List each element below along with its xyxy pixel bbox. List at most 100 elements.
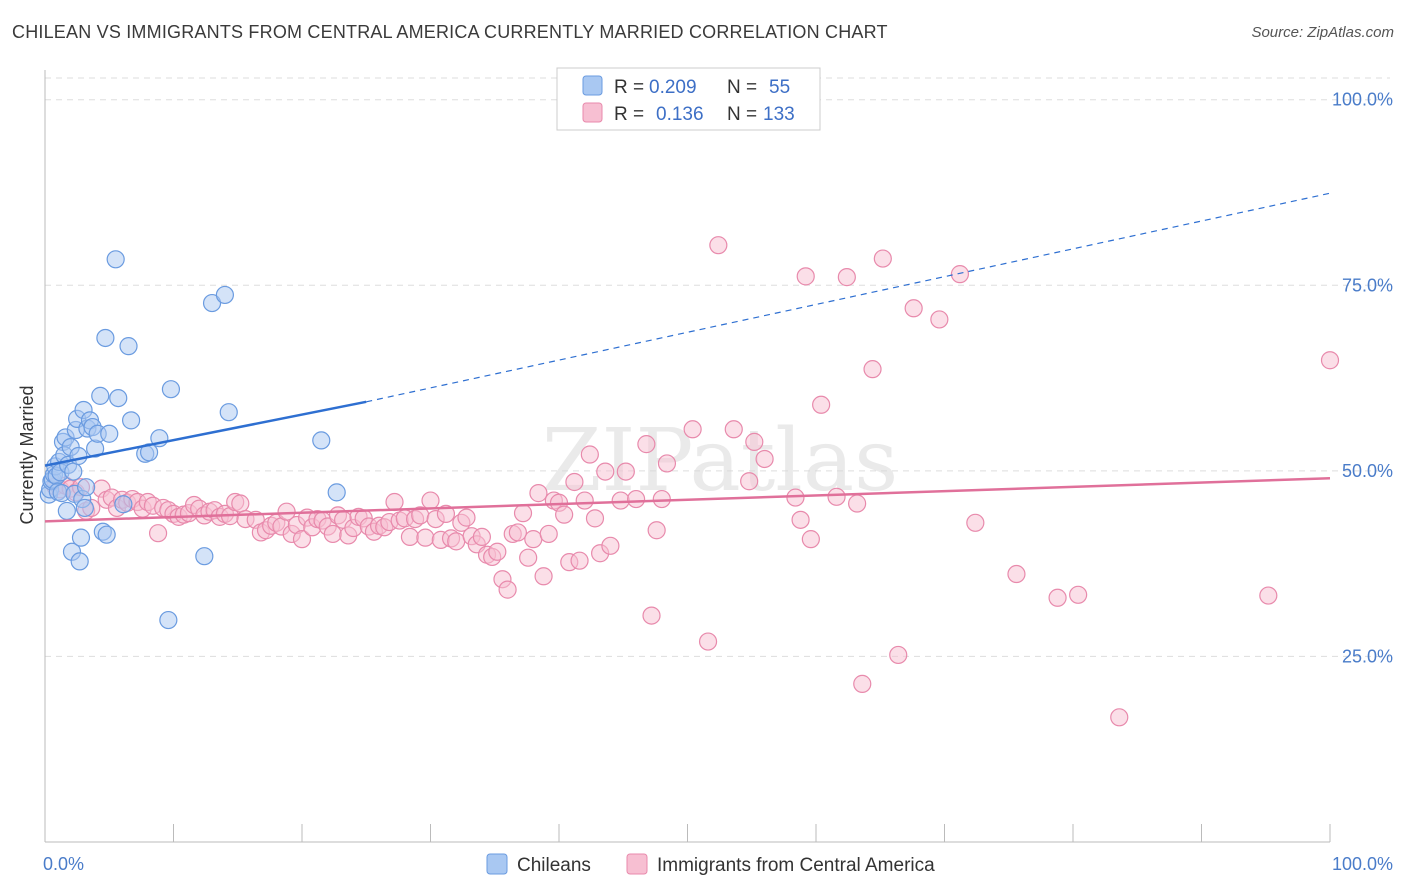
data-point-immigrants — [1069, 585, 1088, 604]
data-point-immigrants — [436, 504, 456, 524]
data-point-immigrants — [1259, 586, 1278, 605]
data-point-immigrants — [488, 542, 507, 561]
data-point-immigrants — [930, 310, 949, 329]
data-point-immigrants — [755, 449, 774, 469]
data-point-immigrants — [447, 532, 466, 551]
data-point-chileans — [219, 403, 238, 422]
data-point-immigrants — [580, 445, 599, 464]
legend-n-label: N = — [727, 104, 757, 125]
chart-source: Source: ZipAtlas.com — [1251, 24, 1394, 41]
data-point-immigrants — [626, 489, 646, 509]
data-point-chileans — [121, 411, 141, 430]
legend-label-chileans: Chileans — [517, 855, 591, 876]
series-legend: Chileans Immigrants from Central America — [486, 853, 935, 876]
x-tick-label: 100.0% — [1332, 854, 1393, 874]
data-point-chileans — [96, 328, 115, 348]
legend-n-value: 55 — [769, 77, 790, 98]
data-point-immigrants — [539, 524, 558, 544]
data-point-immigrants — [853, 674, 872, 693]
data-point-immigrants — [740, 472, 759, 491]
legend-r-label: R = — [614, 77, 644, 98]
data-point-immigrants — [524, 530, 543, 549]
data-point-immigrants — [519, 548, 538, 567]
legend-label-immigrants: Immigrants from Central America — [657, 855, 935, 876]
axes — [44, 70, 1331, 843]
data-point-immigrants — [709, 236, 728, 255]
legend-swatch-chileans — [582, 75, 603, 96]
data-point-immigrants — [1048, 588, 1067, 607]
trend-line-chileans — [44, 400, 367, 467]
grid-lines — [45, 77, 1390, 657]
legend-n-value: 133 — [763, 104, 795, 125]
data-point-immigrants — [529, 484, 548, 503]
data-point-chileans — [77, 478, 96, 497]
data-point-immigrants — [277, 502, 296, 521]
stats-legend: R = 0.209 N = 55 R = 0.136 N = 133 — [556, 67, 821, 131]
data-point-immigrants — [652, 489, 671, 509]
data-point-immigrants — [1320, 351, 1340, 370]
data-point-immigrants — [508, 523, 527, 542]
data-point-chileans — [71, 528, 91, 547]
data-point-immigrants — [637, 435, 656, 454]
data-point-immigrants — [827, 487, 846, 506]
data-point-immigrants — [683, 420, 702, 439]
x-tick-label: 0.0% — [43, 854, 84, 874]
data-point-immigrants — [231, 494, 250, 513]
x-tick-labels: 0.0% 100.0% — [43, 854, 1393, 874]
data-point-immigrants — [837, 268, 856, 287]
data-point-chileans — [100, 424, 119, 443]
data-point-immigrants — [555, 505, 574, 524]
data-point-immigrants — [698, 632, 718, 651]
data-point-immigrants — [596, 462, 615, 481]
data-point-chileans — [97, 525, 116, 544]
data-point-immigrants — [1110, 708, 1129, 727]
data-point-chileans — [114, 495, 133, 514]
data-point-immigrants — [385, 492, 404, 512]
data-point-chileans — [70, 552, 89, 571]
data-point-immigrants — [400, 527, 420, 547]
legend-swatch-immigrants — [626, 853, 648, 875]
data-point-immigrants — [585, 509, 605, 528]
legend-r-value: 0.209 — [649, 77, 697, 98]
legend-r-label: R = — [614, 104, 644, 125]
data-point-immigrants — [647, 521, 666, 540]
data-point-immigrants — [848, 494, 867, 513]
data-point-chileans — [161, 380, 181, 399]
trend-line-immigrants — [44, 477, 1331, 523]
series-chileans-points — [39, 250, 346, 630]
data-point-immigrants — [611, 491, 630, 510]
data-point-chileans — [159, 610, 178, 630]
data-point-immigrants — [657, 454, 677, 473]
data-point-chileans — [119, 337, 138, 356]
data-point-chileans — [195, 547, 214, 566]
data-point-immigrants — [966, 513, 985, 532]
y-tick-label: 100.0% — [1332, 90, 1393, 110]
y-tick-label: 25.0% — [1342, 646, 1393, 666]
data-point-immigrants — [148, 524, 168, 543]
data-point-immigrants — [292, 530, 312, 549]
legend-r-value: 0.136 — [656, 104, 704, 125]
legend-swatch-chileans — [486, 853, 508, 875]
data-point-immigrants — [421, 491, 440, 510]
data-point-immigrants — [616, 462, 635, 481]
data-point-immigrants — [534, 567, 553, 586]
data-point-immigrants — [472, 527, 491, 547]
y-axis-title: Currently Married — [17, 385, 37, 524]
data-point-immigrants — [796, 267, 815, 286]
data-point-chileans — [215, 285, 234, 305]
data-point-immigrants — [904, 299, 923, 318]
trend-lines — [44, 192, 1331, 523]
legend-swatch-immigrants — [582, 102, 603, 123]
trend-line-chileans-extension — [366, 192, 1331, 403]
data-point-immigrants — [513, 504, 533, 523]
data-point-immigrants — [950, 265, 970, 284]
chart-title: CHILEAN VS IMMIGRANTS FROM CENTRAL AMERI… — [12, 22, 888, 42]
data-point-chileans — [91, 386, 110, 405]
data-point-chileans — [64, 462, 83, 481]
y-tick-label: 75.0% — [1342, 275, 1393, 295]
data-point-chileans — [327, 483, 346, 502]
data-point-chileans — [312, 431, 331, 450]
data-point-immigrants — [323, 524, 342, 544]
data-point-immigrants — [801, 530, 820, 549]
